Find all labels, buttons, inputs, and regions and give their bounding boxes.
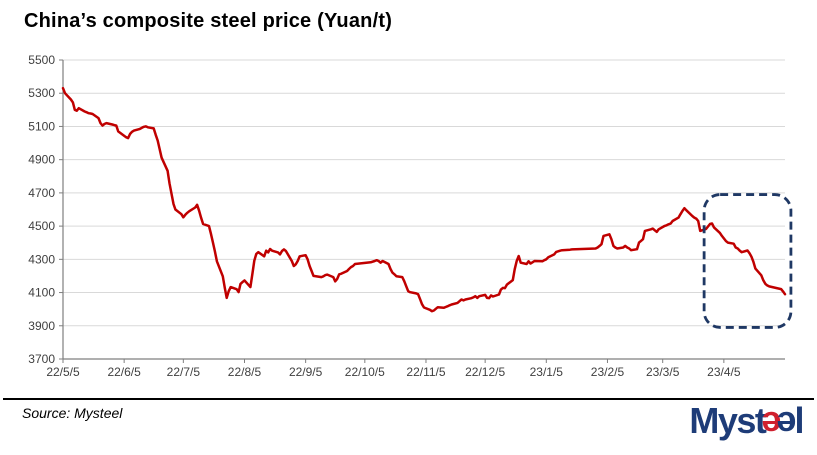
x-axis-label: 23/2/5 — [591, 365, 625, 379]
source-note: Source: Mysteel — [22, 405, 123, 421]
y-axis-label: 5500 — [28, 53, 55, 67]
y-axis-label: 3900 — [28, 319, 55, 333]
y-axis-label: 4700 — [28, 186, 55, 200]
y-axis-label: 4300 — [28, 252, 55, 266]
logo-e-blue: e — [777, 404, 797, 445]
y-axis-label: 5300 — [28, 86, 55, 100]
y-axis-label: 3700 — [28, 352, 55, 366]
y-axis-label: 4900 — [28, 153, 55, 167]
x-axis-label: 22/10/5 — [345, 365, 385, 379]
footer-divider — [3, 398, 814, 400]
x-axis-label: 22/11/5 — [406, 365, 445, 379]
x-axis-label: 22/8/5 — [228, 365, 262, 379]
x-axis-label: 23/3/5 — [646, 365, 680, 379]
x-axis-label: 23/4/5 — [707, 365, 741, 379]
logo-text-l: l — [794, 400, 804, 441]
y-axis-label: 4500 — [28, 219, 55, 233]
steel-price-series-line — [61, 86, 787, 313]
x-axis-label: 22/6/5 — [107, 365, 141, 379]
steel-price-line-chart: 5500 5300 5100 4900 4700 4500 4300 4100 3900 3700… — [28, 53, 793, 379]
chart-title: China’s composite steel price (Yuan/t) — [24, 10, 393, 32]
mysteel-logo: Mysteel — [689, 400, 804, 446]
y-axis-label: 4100 — [28, 286, 55, 300]
x-axis-label: 22/5/5 — [46, 365, 80, 379]
x-axis-label: 23/1/5 — [530, 365, 564, 379]
highlight-box — [702, 193, 793, 329]
logo-text-myst: Myst — [689, 400, 767, 441]
y-axis-label: 5100 — [28, 119, 55, 133]
x-axis-label: 22/7/5 — [167, 365, 201, 379]
x-axis-label: 22/9/5 — [289, 365, 323, 379]
x-axis-label: 22/12/5 — [465, 365, 505, 379]
